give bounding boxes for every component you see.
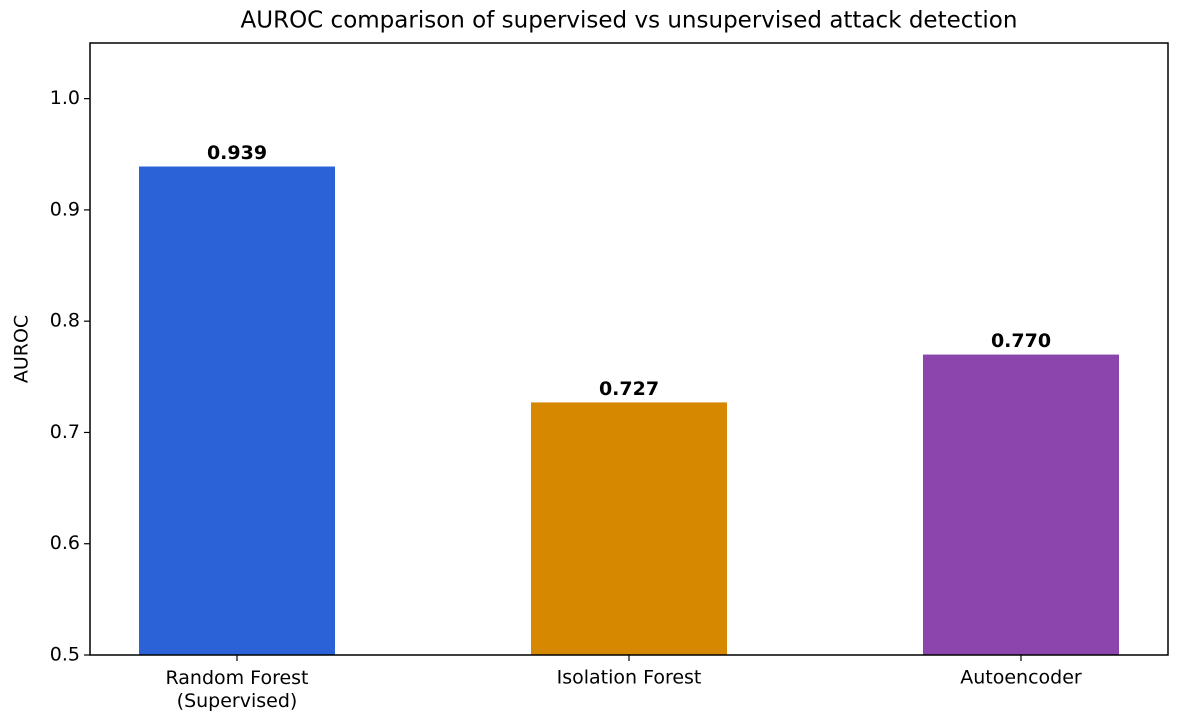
chart-title: AUROC comparison of supervised vs unsupe…	[241, 8, 1018, 34]
x-tick-label: Random Forest (Supervised)	[165, 667, 308, 712]
x-tick-label: Isolation Forest	[557, 667, 702, 689]
y-tick-label: 0.5	[50, 644, 80, 666]
bar	[531, 402, 727, 655]
x-tick-label: Autoencoder	[960, 667, 1082, 689]
y-tick-label: 1.0	[50, 87, 80, 109]
y-tick-label: 0.8	[50, 310, 80, 332]
value-label: 0.770	[991, 330, 1051, 352]
y-tick-label: 0.6	[50, 532, 80, 554]
value-label: 0.939	[207, 142, 267, 164]
value-label: 0.727	[599, 378, 659, 400]
bar	[139, 166, 335, 655]
y-tick-label: 0.7	[50, 421, 80, 443]
bar	[923, 354, 1119, 655]
y-tick-label: 0.9	[50, 198, 80, 220]
y-axis-label: AUROC	[11, 315, 33, 383]
plot-frame	[89, 42, 1169, 656]
